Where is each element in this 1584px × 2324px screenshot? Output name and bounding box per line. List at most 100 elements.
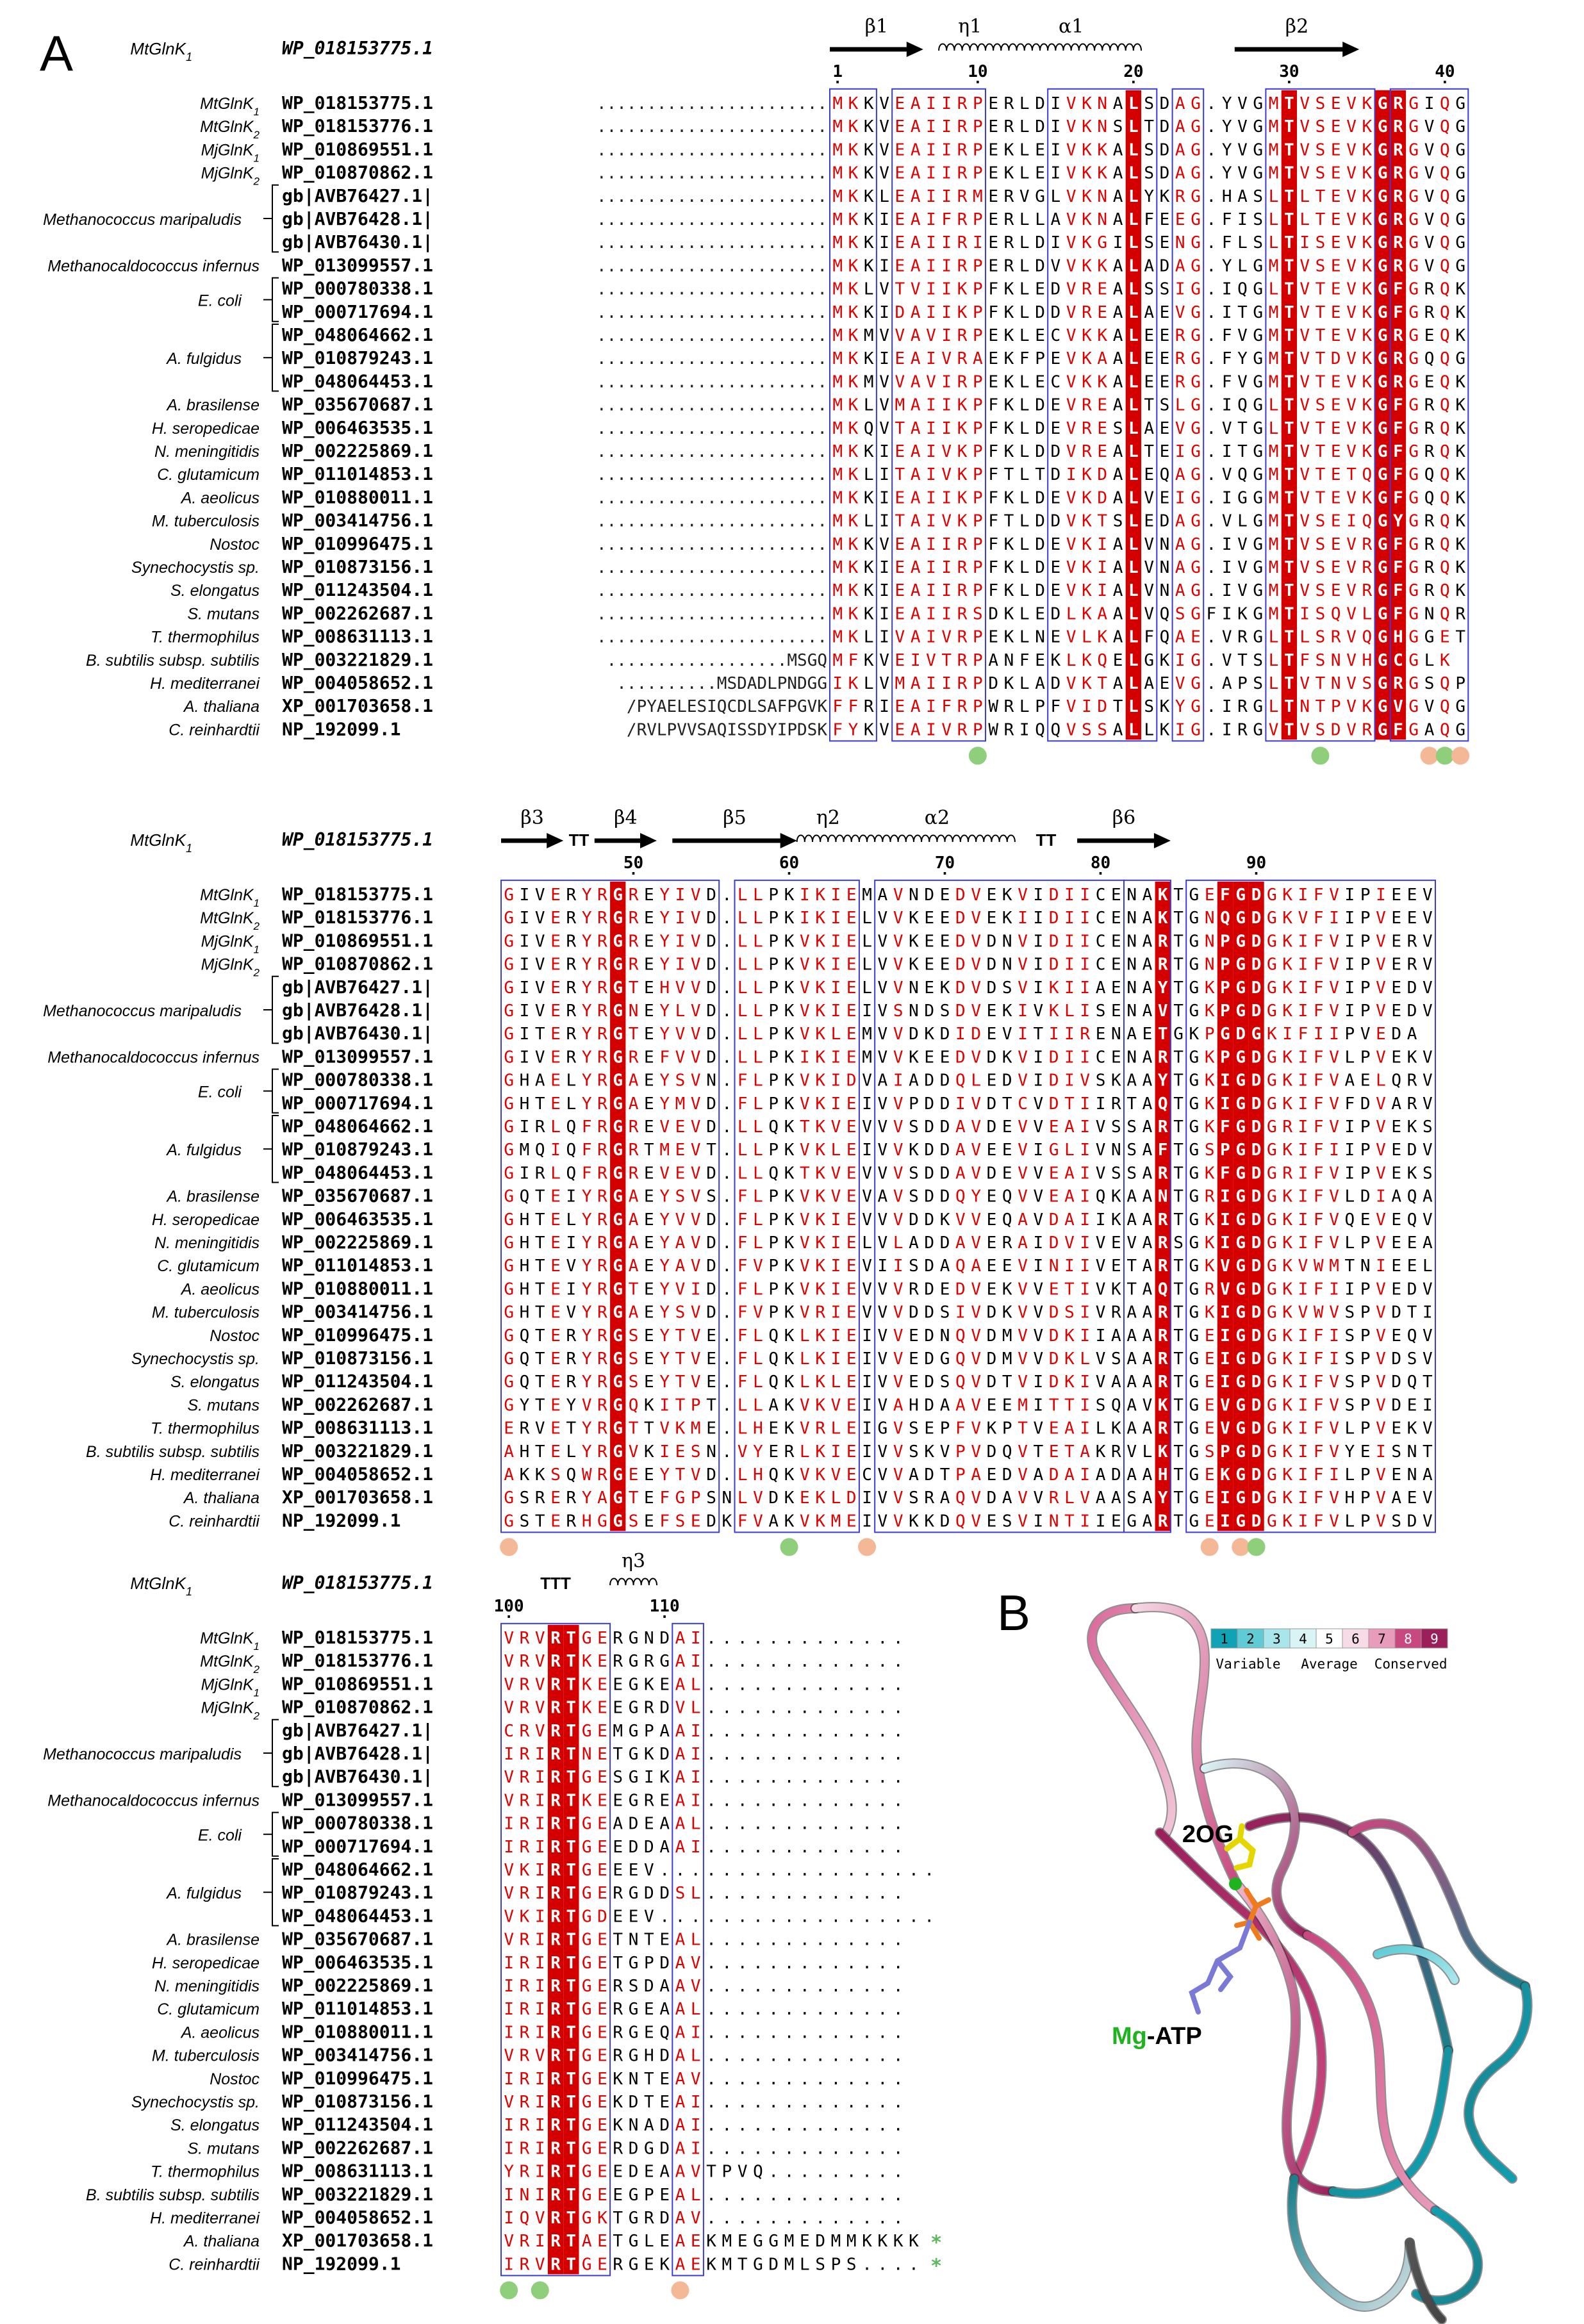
residue: . <box>738 1907 748 1926</box>
residue: G <box>1408 488 1419 507</box>
residue: . <box>1207 326 1217 345</box>
residue: E <box>629 1465 639 1485</box>
residue: F <box>1314 1071 1324 1091</box>
residue: K <box>722 1512 732 1531</box>
residue: Q <box>1440 117 1450 136</box>
reference-accession-label: WP_018153775.1 <box>282 1572 433 1594</box>
residue: D <box>1331 720 1341 739</box>
residue: D <box>924 1303 934 1323</box>
residue: T <box>1284 349 1294 368</box>
residue: R <box>957 674 968 693</box>
residue: G <box>1191 117 1201 136</box>
residue: V <box>691 1164 701 1183</box>
residue: D <box>659 2209 670 2228</box>
residue: K <box>1082 187 1092 206</box>
residue: I <box>691 1768 701 1787</box>
residue: . <box>738 1791 748 1810</box>
residue: I <box>862 1094 872 1114</box>
residue: F <box>941 210 952 229</box>
residue: E <box>659 2186 670 2205</box>
residue: . <box>846 1675 857 1694</box>
residue: I <box>926 581 936 600</box>
residue: R <box>1424 558 1435 577</box>
residue: R <box>957 535 968 554</box>
residue: T <box>566 2000 577 2019</box>
residue: L <box>1175 396 1185 415</box>
residue: . <box>753 1699 763 1718</box>
residue: . <box>800 1745 810 1764</box>
residue: I <box>504 1815 514 1834</box>
accession-label: WP_048064453.1 <box>282 1905 433 1926</box>
residue: L <box>753 1233 763 1253</box>
residue: E <box>988 117 998 136</box>
residue: L <box>862 955 872 975</box>
residue: Q <box>1440 558 1450 577</box>
residue: E <box>1144 512 1154 531</box>
residue: V <box>738 2163 748 2182</box>
residue: I <box>691 1745 701 1764</box>
residue: H <box>520 1442 530 1462</box>
residue: I <box>520 1025 530 1044</box>
residue: K <box>1362 140 1373 160</box>
residue: V <box>971 1001 981 1021</box>
residue: P <box>768 1280 779 1299</box>
residue: G <box>1267 1488 1277 1508</box>
residue: G <box>1455 697 1465 716</box>
residue: Q <box>1440 419 1450 438</box>
residue: A <box>940 1488 950 1508</box>
residue: K <box>1064 1326 1075 1346</box>
residue: Y <box>1345 1442 1355 1462</box>
residue: V <box>971 932 981 951</box>
residue: . <box>815 2070 825 2089</box>
residue: Q <box>1035 720 1045 739</box>
residue: D <box>924 1280 934 1299</box>
residue: A <box>1126 1071 1137 1091</box>
residue: T <box>1173 1210 1184 1230</box>
residue: I <box>879 512 889 531</box>
residue: L <box>1345 1419 1355 1438</box>
residue: . <box>862 2186 872 2205</box>
residue: L <box>1269 233 1279 252</box>
residue: V <box>504 1907 514 1926</box>
residue: V <box>1299 442 1310 461</box>
residue: I <box>1329 1349 1339 1369</box>
residue: I <box>926 419 936 438</box>
residue: T <box>1035 465 1045 484</box>
residue: F <box>1222 326 1232 345</box>
residue: K <box>1362 349 1373 368</box>
residue: K <box>924 1442 934 1462</box>
residue: V <box>971 1233 981 1253</box>
similarity-box <box>1171 88 1205 742</box>
residue: G <box>1253 94 1263 113</box>
residue: . <box>862 2209 872 2228</box>
residue: K <box>1082 233 1092 252</box>
residue: . <box>1207 558 1217 577</box>
residue: I <box>941 256 952 276</box>
residue: R <box>957 558 968 577</box>
residue: . <box>1207 210 1217 229</box>
residue: . <box>784 1977 795 1996</box>
residue: L <box>738 978 748 998</box>
residue: V <box>878 1210 888 1230</box>
residue: E <box>597 2116 607 2135</box>
residue: E <box>924 909 934 928</box>
residue: D <box>768 2255 779 2274</box>
residue: . <box>815 1907 825 1926</box>
residue: F <box>988 280 998 299</box>
residue: G <box>1235 1280 1246 1299</box>
residue: Y <box>582 1233 592 1253</box>
species-label: H. seropedicae <box>152 420 260 438</box>
residue: T <box>1284 326 1294 345</box>
residue: E <box>550 932 561 951</box>
species-label: MjGlnK2 <box>201 165 260 188</box>
residue: . <box>722 1931 732 1950</box>
residue: V <box>1096 1280 1106 1299</box>
residue: . <box>784 1745 795 1764</box>
helix-label: η2 <box>816 807 840 829</box>
residue: E <box>988 326 998 345</box>
residue: . <box>784 2000 795 2019</box>
residue: S <box>1253 187 1263 206</box>
residue: Q <box>1002 1210 1012 1230</box>
residue: K <box>1205 1210 1215 1230</box>
residue: I <box>1034 1372 1044 1392</box>
